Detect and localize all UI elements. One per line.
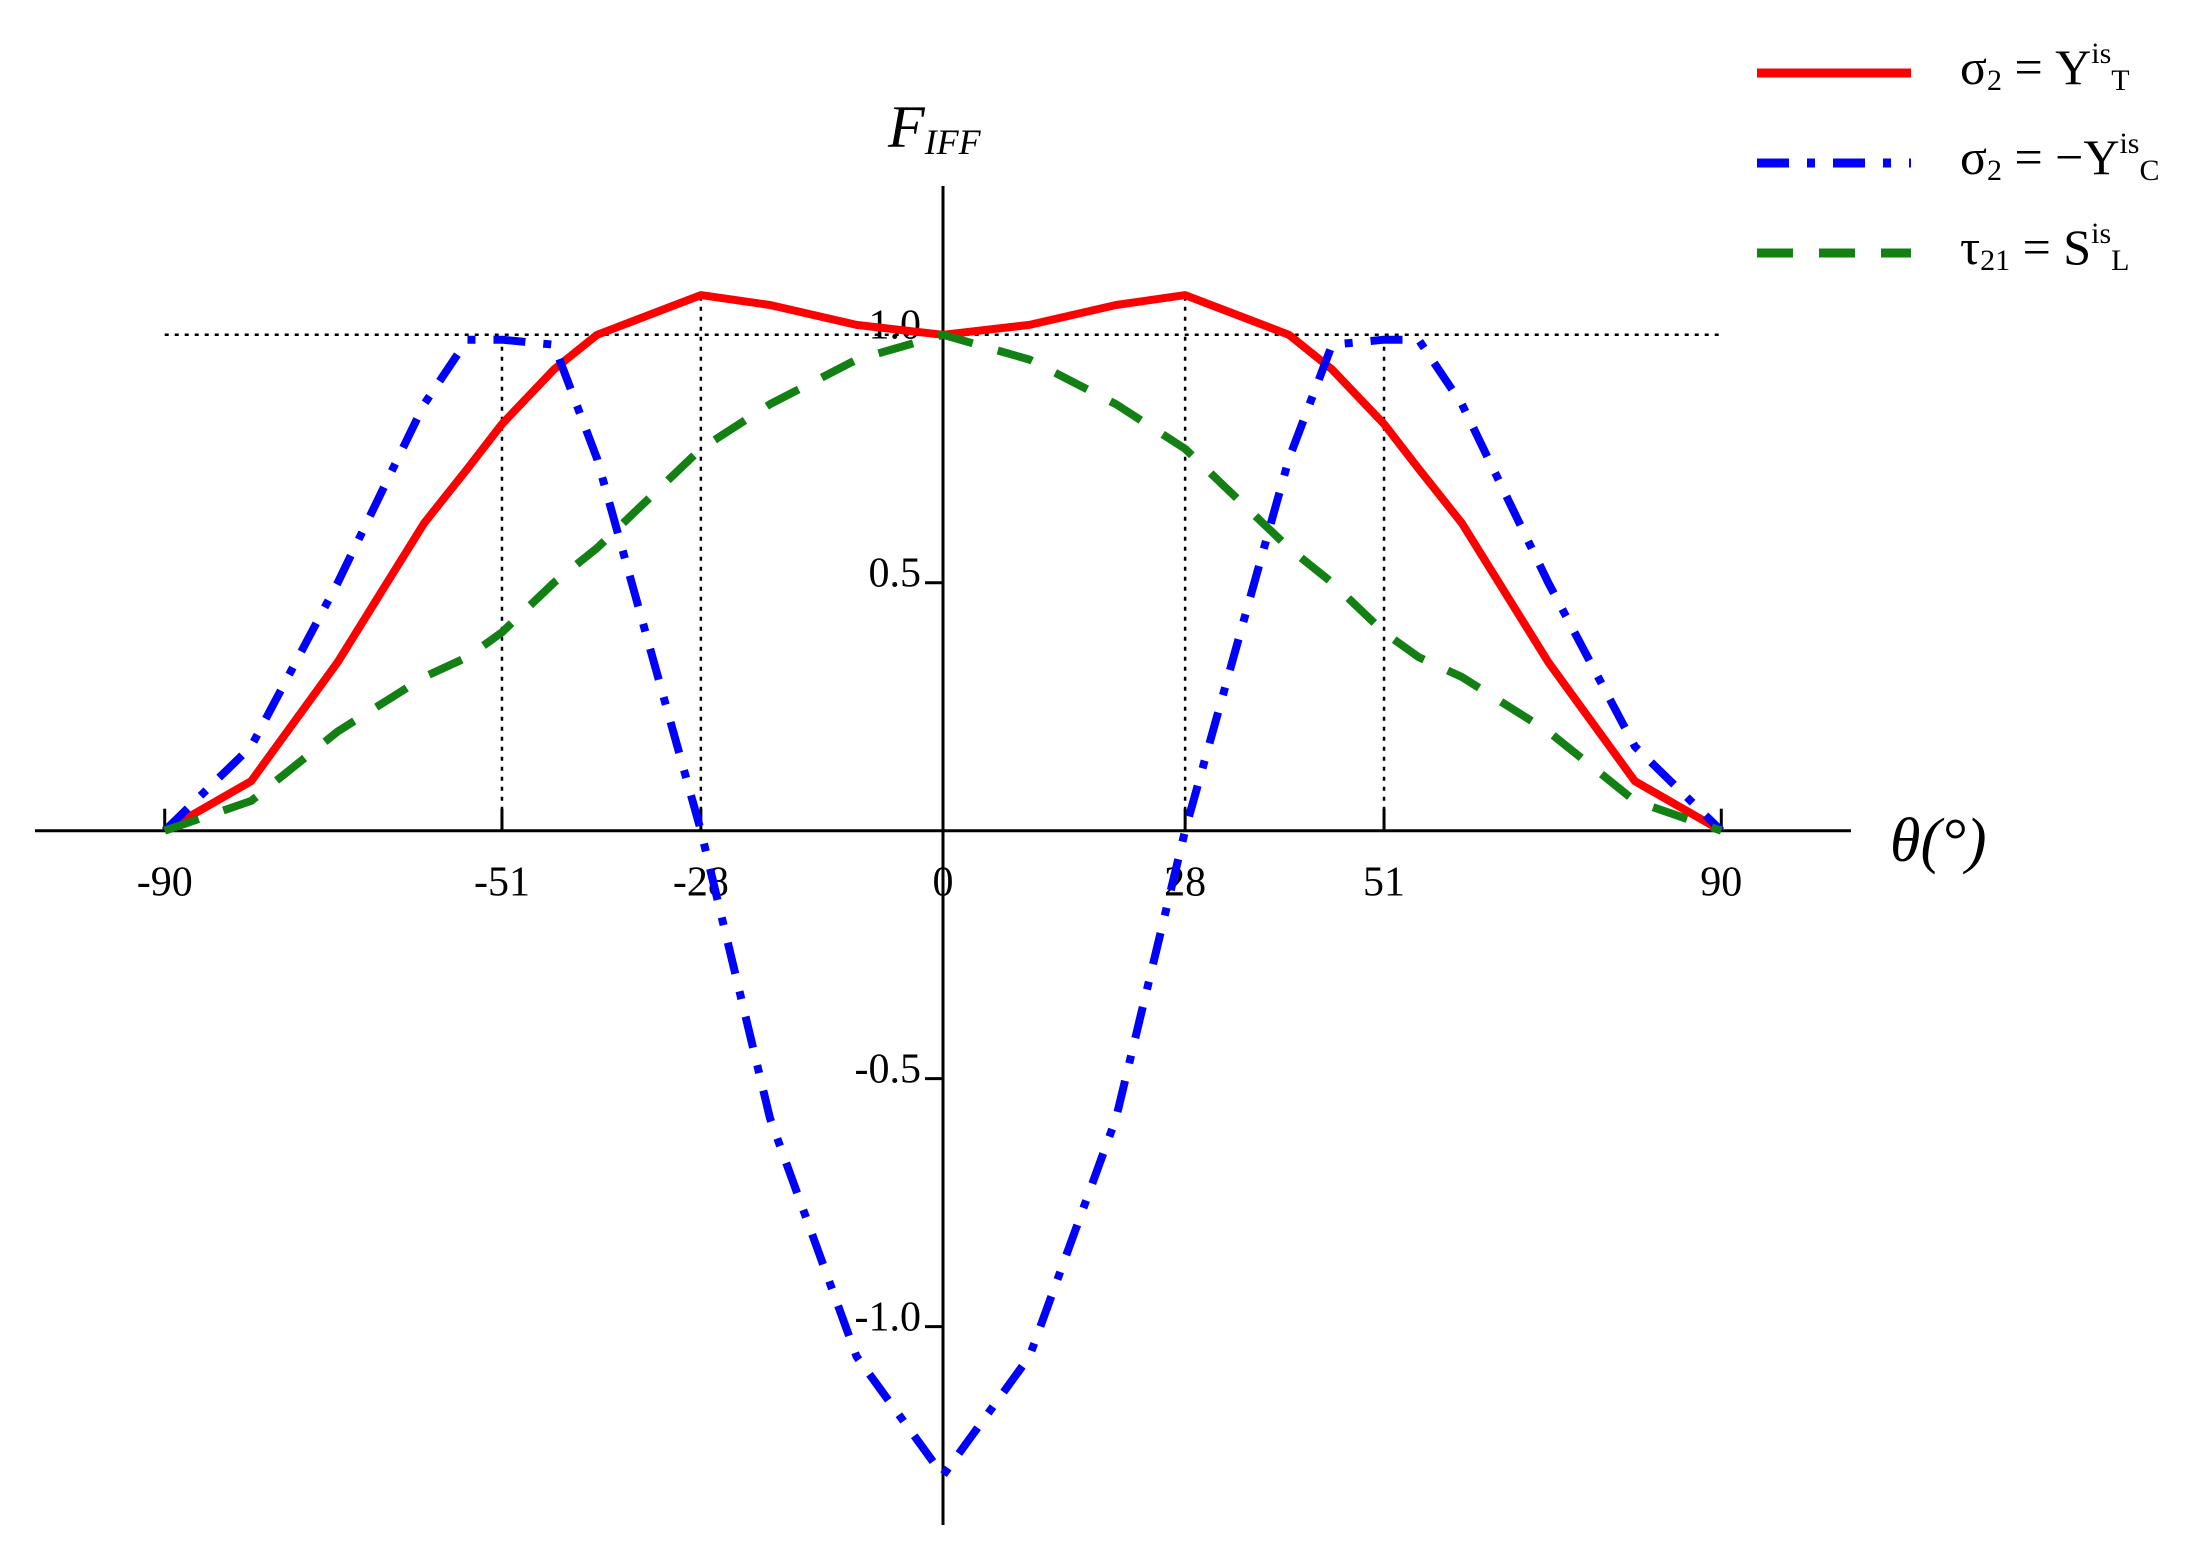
legend-label-part: τ: [1960, 219, 1980, 275]
x-tick-label: 90: [1700, 859, 1742, 905]
y-tick-label: -1.0: [855, 1294, 922, 1340]
series-line: [161, 335, 1725, 1480]
x-tick-label: 0: [933, 859, 954, 905]
legend-label-part: is: [2119, 127, 2139, 160]
y-axis-label-part: IFF: [924, 122, 982, 162]
legend-label: τ21 = SisL: [1960, 217, 2129, 277]
legend-label-part: is: [2091, 37, 2111, 70]
legend-label-part: L: [2111, 244, 2129, 277]
legend-label: σ2 = YisT: [1960, 37, 2130, 97]
legend-label-part: C: [2139, 154, 2159, 187]
legend-label-part: 21: [1980, 244, 2010, 277]
legend-label-part: σ: [1960, 129, 1987, 185]
y-axis-label-part: F: [887, 94, 926, 160]
legend-label-part: is: [2091, 217, 2111, 250]
legend-label: σ2 = −YisC: [1960, 127, 2160, 187]
y-tick-label: -0.5: [855, 1046, 922, 1092]
legend-label-part: = S: [2010, 219, 2091, 275]
legend-label-part: T: [2111, 64, 2129, 97]
legend-label-part: σ: [1960, 39, 1987, 95]
legend-label-part: = −Y: [2002, 129, 2120, 185]
y-tick-label: 0.5: [869, 550, 922, 596]
y-axis-label: FIFF: [887, 94, 982, 162]
legend-label-part: 2: [1987, 64, 2002, 97]
x-axis-label: θ(°): [1890, 807, 1987, 875]
x-tick-label: -90: [137, 859, 193, 905]
x-tick-label: -51: [474, 859, 530, 905]
legend-label-part: = Y: [2002, 39, 2091, 95]
x-tick-label: 51: [1363, 859, 1405, 905]
series-line: [163, 330, 1723, 835]
legend-label-part: 2: [1987, 154, 2002, 187]
